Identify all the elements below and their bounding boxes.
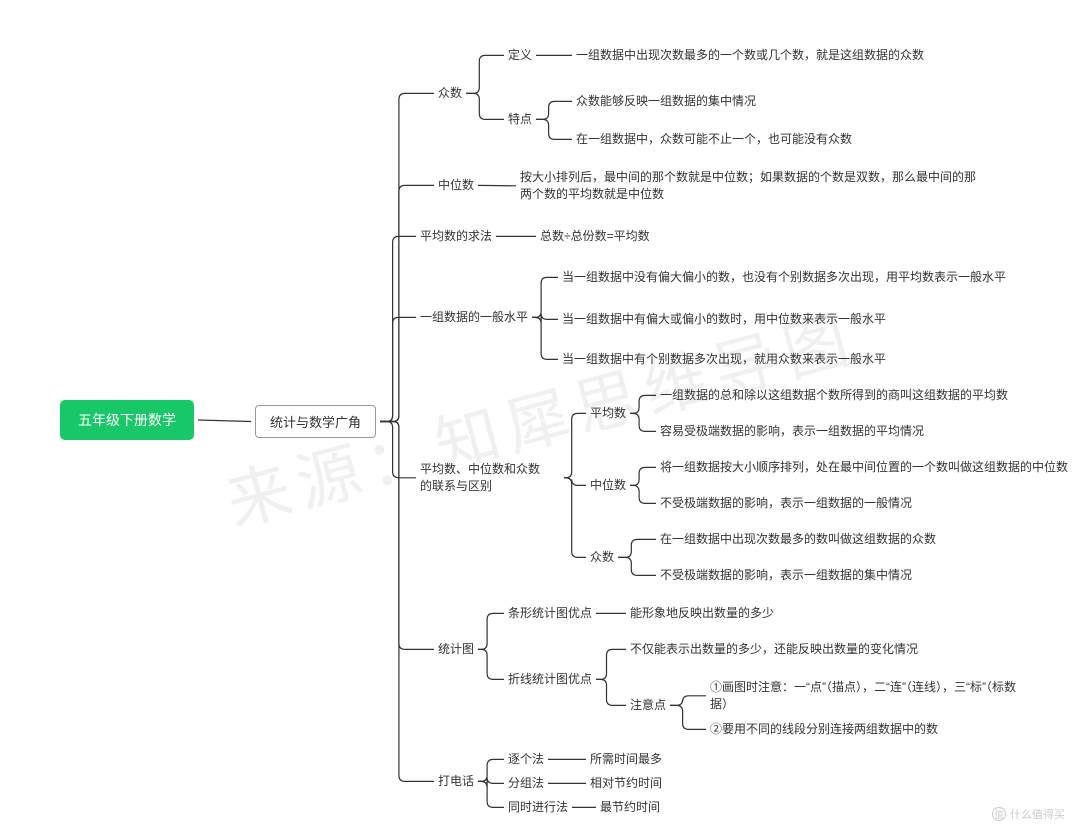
node: 定义 — [508, 47, 532, 64]
node: 相对节约时间 — [590, 775, 662, 792]
node-mean-method: 平均数的求法 — [420, 228, 492, 245]
node: 不受极端数据的影响，表示一组数据的集中情况 — [660, 567, 912, 584]
node: ①画图时注意：一“点”（描点），二“连”（连线），三“标”（标数据） — [710, 679, 1020, 713]
node-median: 中位数 — [438, 177, 474, 194]
node: 在一组数据中，众数可能不止一个，也可能没有众数 — [576, 131, 852, 148]
node: 同时进行法 — [508, 799, 568, 816]
node: 众数 — [590, 549, 614, 566]
node-phone: 打电话 — [438, 773, 474, 790]
mindmap-container: 五年级下册数学 统计与数学广角 众数 定义 一组数据中出现次数最多的一个数或几个… — [0, 0, 1080, 832]
node-general-level: 一组数据的一般水平 — [420, 309, 528, 326]
node: 将一组数据按大小顺序排列，处在最中间位置的一个数叫做这组数据的中位数 — [660, 459, 1068, 476]
level1-node: 统计与数学广角 — [255, 405, 376, 438]
node: 众数能够反映一组数据的集中情况 — [576, 93, 756, 110]
node: 容易受极端数据的影响，表示一组数据的平均情况 — [660, 423, 924, 440]
node: 能形象地反映出数量的多少 — [630, 605, 774, 622]
node-charts: 统计图 — [438, 641, 474, 658]
node: 不仅能表示出数量的多少，还能反映出数量的变化情况 — [630, 641, 918, 658]
node: 特点 — [508, 111, 532, 128]
node: 中位数 — [590, 477, 626, 494]
node: ②要用不同的线段分别连接两组数据中的数 — [710, 721, 938, 738]
node: 一组数据的总和除以这组数据个数所得到的商叫这组数据的平均数 — [660, 387, 1008, 404]
node: 分组法 — [508, 775, 544, 792]
node: 注意点 — [630, 697, 666, 714]
corner-logo: 值 什么值得买 — [992, 806, 1065, 822]
node: 当一组数据中有个别数据多次出现，就用众数来表示一般水平 — [562, 351, 886, 368]
node: 平均数 — [590, 405, 626, 422]
node-mode: 众数 — [438, 85, 462, 102]
node: 条形统计图优点 — [508, 605, 592, 622]
corner-logo-text: 什么值得买 — [1010, 806, 1065, 822]
node-relations: 平均数、中位数和众数的联系与区别 — [420, 461, 560, 495]
node: 在一组数据中出现次数最多的数叫做这组数据的众数 — [660, 531, 936, 548]
node: 当一组数据中有偏大或偏小的数时，用中位数来表示一般水平 — [562, 311, 886, 328]
node: 不受极端数据的影响，表示一组数据的一般情况 — [660, 495, 912, 512]
node: 最节约时间 — [600, 799, 660, 816]
node: 折线统计图优点 — [508, 671, 592, 688]
node: 逐个法 — [508, 751, 544, 768]
node: 总数÷总份数=平均数 — [540, 228, 650, 245]
node: 所需时间最多 — [590, 751, 662, 768]
root-node: 五年级下册数学 — [60, 400, 194, 440]
corner-logo-icon: 值 — [992, 807, 1006, 821]
node: 当一组数据中没有偏大偏小的数，也没有个别数据多次出现，用平均数表示一般水平 — [562, 269, 1032, 286]
node: 一组数据中出现次数最多的一个数或几个数，就是这组数据的众数 — [576, 47, 924, 64]
node: 按大小排列后，最中间的那个数就是中位数；如果数据的个数是双数，那么最中间的那两个… — [520, 169, 980, 203]
